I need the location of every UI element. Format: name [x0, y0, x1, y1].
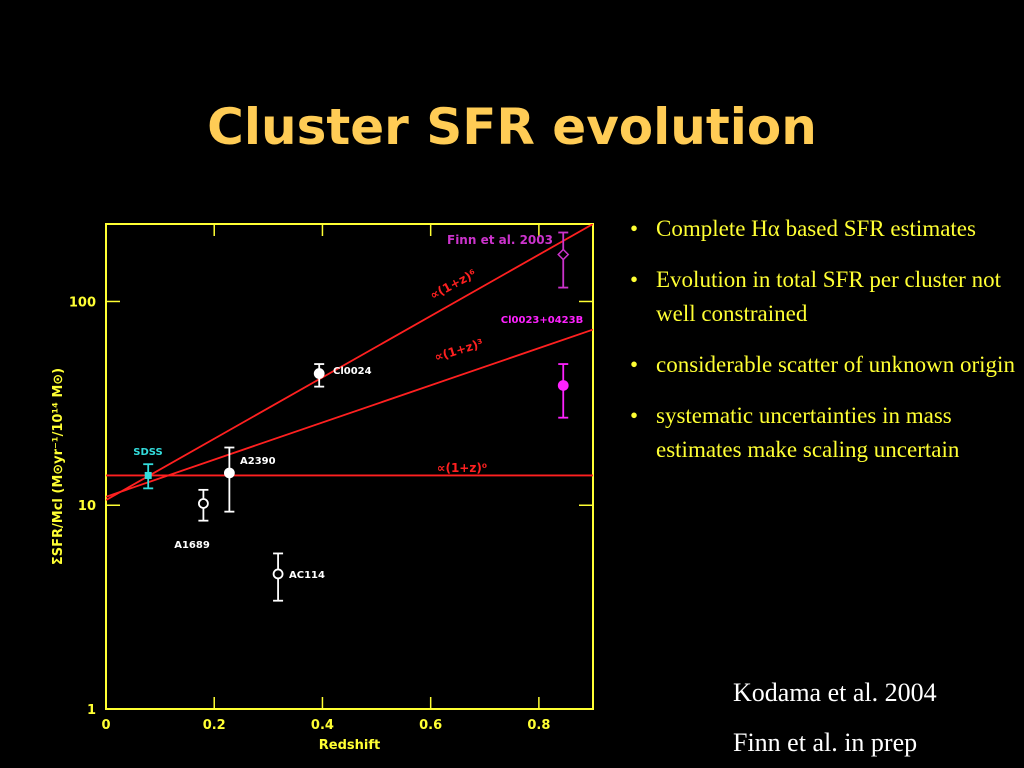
data-point — [557, 248, 570, 261]
point-label: Finn et al. 2003 — [447, 233, 553, 247]
x-tick-label: 0.4 — [311, 718, 334, 733]
point-label: A1689 — [174, 540, 210, 551]
plot-frame — [105, 223, 594, 710]
model-line — [106, 224, 593, 501]
data-point — [557, 380, 569, 391]
bullet: considerable scatter of unknown origin — [628, 348, 1018, 382]
data-point — [197, 498, 209, 509]
data-point — [272, 568, 284, 580]
plot-area — [106, 224, 593, 501]
x-tick-label: 0.2 — [203, 718, 226, 733]
reference: Kodama et al. 2004 — [733, 678, 937, 707]
y-tick-label: 1 — [87, 703, 96, 718]
reference: Finn et al. in prep — [733, 728, 918, 757]
y-axis-label: ΣSFR/Mcl (M⊙yr⁻¹/10¹⁴ M⊙) — [51, 368, 66, 565]
y-tick-label: 100 — [69, 295, 96, 310]
data-point — [223, 467, 235, 479]
bullet: Evolution in total SFR per cluster not w… — [628, 263, 1018, 331]
slide-title: Cluster SFR evolution — [207, 98, 817, 156]
data-point — [144, 471, 152, 479]
point-label: A2390 — [240, 456, 276, 467]
x-tick-label: 0.8 — [527, 718, 550, 733]
bullet: systematic uncertainties in mass estimat… — [628, 399, 1018, 467]
bullet: Complete Hα based SFR estimates — [628, 212, 1018, 246]
point-label: AC114 — [289, 570, 325, 581]
x-tick-label: 0 — [101, 718, 110, 733]
x-axis-label: Redshift — [319, 738, 380, 753]
data-point — [313, 368, 325, 379]
line-label: ∝(1+z)³ — [433, 336, 485, 364]
y-tick-label: 10 — [78, 499, 96, 514]
point-label: Cl0024 — [333, 366, 372, 377]
point-label: SDSS — [133, 447, 162, 458]
bullet-list: Complete Hα based SFR estimates Evolution… — [628, 212, 1018, 484]
model-line — [106, 328, 593, 498]
line-label: ∝(1+z)⁶ — [428, 267, 479, 303]
line-label: ∝(1+z)⁰ — [437, 461, 487, 475]
x-tick-label: 0.6 — [419, 718, 442, 733]
point-label: Cl0023+0423B — [501, 315, 583, 326]
